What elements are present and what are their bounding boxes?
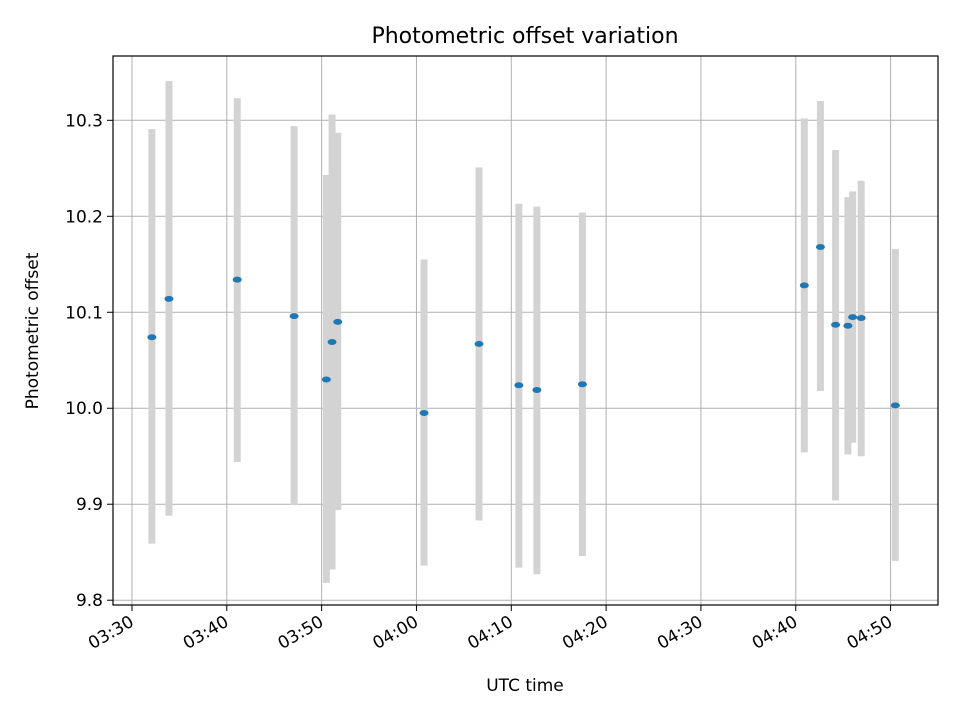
data-point — [843, 322, 853, 329]
y-axis-label: Photometric offset — [23, 252, 43, 409]
x-axis-label: UTC time — [486, 676, 564, 696]
data-point — [815, 243, 825, 250]
data-point — [147, 334, 157, 341]
chart-title: Photometric offset variation — [371, 24, 678, 49]
grid-lines — [113, 56, 938, 605]
data-point — [831, 321, 841, 328]
y-tick-label: 10.2 — [65, 207, 103, 227]
data-point — [856, 315, 866, 322]
data-point — [321, 376, 331, 383]
data-point — [232, 276, 242, 283]
data-point — [514, 382, 524, 389]
data-markers — [147, 243, 900, 417]
plot-frame — [112, 55, 939, 606]
plot-area — [112, 55, 939, 606]
data-point — [474, 340, 484, 347]
y-tick-label: 10.3 — [65, 111, 103, 131]
data-point — [799, 282, 809, 289]
data-point — [848, 314, 858, 321]
data-point — [333, 318, 343, 325]
data-point — [890, 402, 900, 409]
data-point — [532, 387, 542, 394]
y-tick-label: 10.0 — [65, 399, 103, 419]
y-tick-label: 9.9 — [76, 495, 103, 515]
data-point — [289, 313, 299, 320]
y-tick-label: 10.1 — [65, 303, 103, 323]
data-point — [164, 295, 174, 302]
data-point — [419, 410, 429, 417]
plot-background — [113, 56, 938, 605]
data-point — [577, 381, 587, 388]
y-axis-ticks: 9.8 9.9 10.0 10.1 10.2 10.3 — [65, 111, 113, 611]
data-point — [327, 339, 337, 346]
y-tick-label: 9.8 — [76, 591, 103, 611]
